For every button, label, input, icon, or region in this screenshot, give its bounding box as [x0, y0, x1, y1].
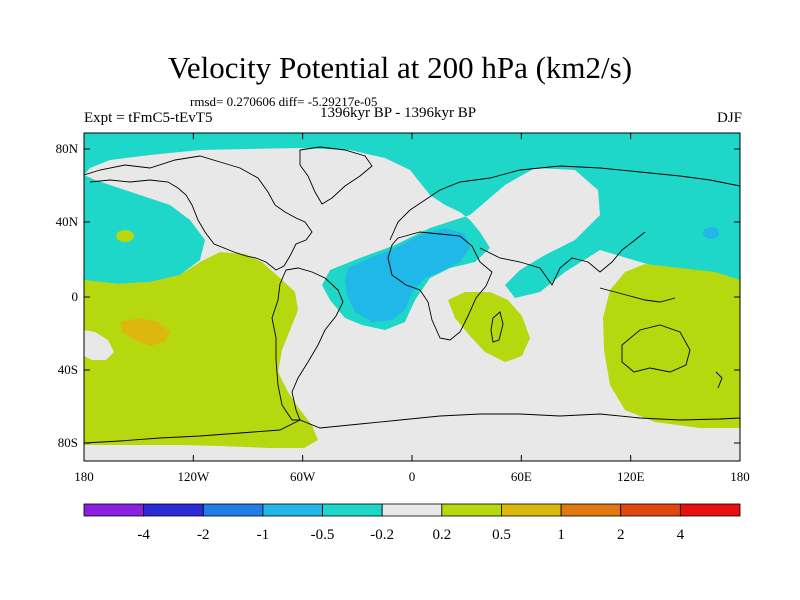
colorbar-swatch — [441, 503, 502, 517]
colorbar-swatch — [143, 503, 204, 517]
period-label: 1396kyr BP - 1396kyr BP — [320, 105, 477, 121]
colorbar-label: -0.2 — [370, 527, 394, 543]
y-tick-label: 0 — [72, 289, 79, 304]
coast-greenland — [299, 146, 373, 205]
coastlines — [84, 146, 740, 444]
colorbar-label: -0.5 — [311, 527, 335, 543]
x-tick-label: 120W — [177, 469, 210, 484]
x-axis: 180 120W 60W 0 60E 120E 180 — [74, 133, 750, 484]
colorbar-label: 0.2 — [432, 527, 451, 543]
negative-spot-west-pacific — [703, 227, 719, 239]
coast-north-america — [84, 155, 313, 271]
colorbar-label: 4 — [677, 527, 685, 543]
colorbar-swatch — [262, 503, 323, 517]
map-field — [84, 133, 740, 461]
coast-madagascar — [490, 311, 504, 343]
x-tick-label: 60E — [511, 469, 532, 484]
y-axis: 80N 40N 0 40S 80S — [56, 141, 740, 450]
colorbar-label: 1 — [557, 527, 565, 543]
negative-region-pacific-lobe — [84, 175, 205, 284]
positive-peak-pacific — [120, 318, 170, 346]
x-tick-label: 0 — [409, 469, 416, 484]
coast-indonesia — [599, 287, 676, 303]
chart-title: Velocity Potential at 200 hPa (km2/s) — [167, 50, 633, 85]
coast-new-zealand — [715, 371, 723, 389]
negative-spot-pacific — [116, 230, 134, 242]
neutral-notch-pacific — [84, 330, 114, 360]
x-tick-label: 60W — [290, 469, 316, 484]
colorbar-label: 2 — [617, 527, 625, 543]
colorbar-swatch — [202, 503, 264, 517]
coast-africa — [387, 231, 493, 341]
colorbar-label: 0.5 — [492, 527, 511, 543]
coast-south-america — [271, 267, 344, 421]
positive-region-australia — [603, 264, 740, 428]
y-tick-label: 40N — [56, 214, 79, 229]
coast-antarctica — [84, 413, 740, 444]
x-tick-label: 180 — [730, 469, 750, 484]
colorbar-swatch — [381, 503, 443, 517]
coast-asia-south — [479, 231, 646, 286]
colorbar-label: -1 — [257, 527, 270, 543]
colorbar-swatch — [560, 503, 622, 517]
colorbar-label: -2 — [197, 527, 210, 543]
season-label: DJF — [716, 110, 742, 126]
y-tick-label: 80S — [58, 435, 78, 450]
colorbar-swatch — [83, 503, 145, 517]
colorbar: -4 -2 -1 -0.5 -0.2 0.2 0.5 1 2 4 — [83, 503, 741, 543]
y-tick-label: 80N — [56, 141, 79, 156]
colorbar-swatch — [501, 503, 562, 517]
y-tick-label: 40S — [58, 362, 78, 377]
colorbar-swatch — [679, 503, 741, 517]
coast-eurasia — [389, 165, 740, 241]
x-tick-label: 180 — [74, 469, 94, 484]
colorbar-label: -4 — [137, 527, 150, 543]
coast-australia — [621, 324, 691, 373]
colorbar-swatch — [322, 503, 383, 517]
positive-region-south-africa — [448, 292, 530, 362]
colorbar-swatch — [620, 503, 681, 517]
negative-region-atlantic-africa — [345, 228, 470, 322]
stats-line: rmsd= 0.270606 diff= -5.29217e-05 — [190, 94, 378, 109]
experiment-label: Expt = tFmC5-tEvT5 — [84, 110, 213, 126]
x-tick-label: 120E — [617, 469, 645, 484]
positive-region-pacific — [84, 252, 318, 448]
